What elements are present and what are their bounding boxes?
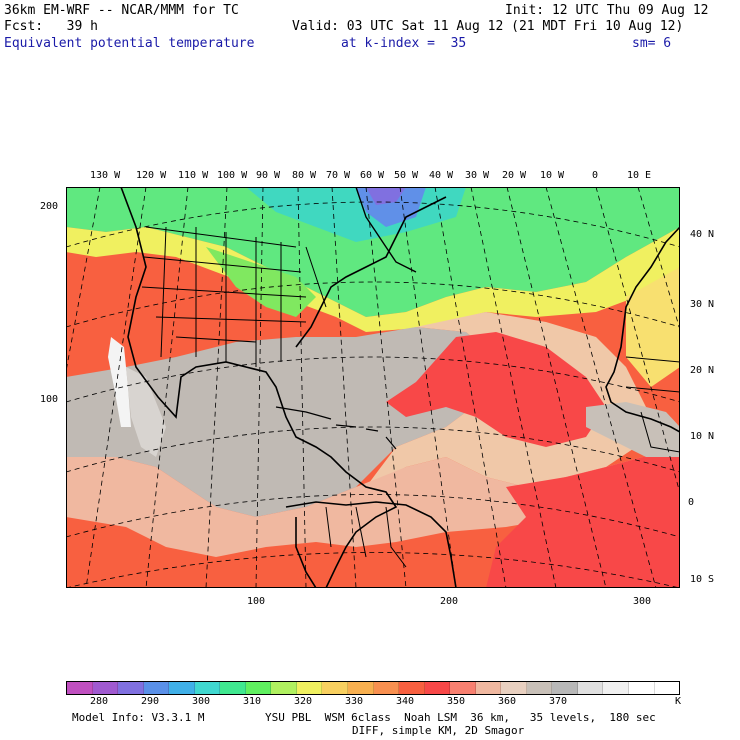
y-grid-label: 100: [40, 394, 59, 405]
colorbar-label: 340: [396, 696, 415, 707]
colorbar-label: 320: [294, 696, 313, 707]
lon-label: 70 W: [326, 170, 351, 181]
color-swatch: [577, 682, 604, 694]
colorbar-label: 360: [498, 696, 517, 707]
lon-label: 50 W: [394, 170, 419, 181]
colorbar-label: 300: [192, 696, 211, 707]
lat-label: 20 N: [690, 365, 715, 376]
lon-label: 130 W: [90, 170, 121, 181]
colorbar-label: 290: [141, 696, 160, 707]
lon-label: 40 W: [429, 170, 454, 181]
lat-label: 30 N: [690, 299, 715, 310]
graticule: [66, 187, 680, 588]
color-swatch: [194, 682, 221, 694]
country-borders-south-america: [325, 506, 407, 568]
field-grey-africa: [586, 402, 680, 457]
lon-label: 60 W: [360, 170, 385, 181]
country-borders-africa: [625, 356, 680, 453]
lon-label: 10 W: [540, 170, 565, 181]
state-borders: [141, 226, 327, 367]
colorbar-unit: K: [675, 696, 682, 707]
valid-time: Valid: 03 UTC Sat 11 Aug 12 (21 MDT Fri …: [292, 19, 684, 34]
color-swatch: [629, 682, 655, 694]
field-cool-north: [66, 187, 680, 317]
color-swatch: [92, 682, 119, 694]
colorbar-label: 350: [447, 696, 466, 707]
lon-label: 100 W: [217, 170, 248, 181]
color-swatch: [169, 682, 195, 694]
field-grey-plume: [126, 367, 166, 457]
coastline-south-america: [285, 501, 457, 588]
field-grey-atlantic: [66, 327, 496, 517]
physics-info: YSU PBL WSM 6class Noah LSM 36 km, 35 le…: [265, 711, 656, 724]
field-green-midwest: [206, 247, 316, 317]
colorbar-label: 310: [243, 696, 262, 707]
field-name: Equivalent potential temperature: [4, 36, 255, 51]
color-swatch: [450, 682, 476, 694]
color-swatch: [271, 682, 297, 694]
lon-label: 20 W: [502, 170, 527, 181]
x-grid-label: 200: [440, 596, 459, 607]
lon-label: 80 W: [292, 170, 317, 181]
color-swatch: [322, 682, 349, 694]
lon-label: 120 W: [136, 170, 167, 181]
forecast-hour: Fcst: 39 h: [4, 19, 98, 34]
color-swatch: [654, 682, 680, 694]
color-swatch: [373, 682, 400, 694]
caribbean-islands: [275, 406, 397, 450]
field-purple-pocket: [366, 187, 406, 205]
color-swatch: [348, 682, 374, 694]
color-swatch: [399, 682, 425, 694]
color-swatch: [424, 682, 451, 694]
field-iberia-yellow: [626, 267, 680, 387]
coastline-greenland: [355, 187, 417, 273]
lat-label: 0: [688, 497, 695, 508]
coastline-north-america: [120, 187, 447, 588]
color-swatch: [526, 682, 553, 694]
level-index: at k-index = 35: [341, 36, 467, 51]
lat-label: 10 N: [690, 431, 715, 442]
color-swatch: [143, 682, 170, 694]
smoothing: sm= 6: [632, 36, 672, 51]
lon-label: 0: [592, 170, 599, 181]
model-info: Model Info: V3.3.1 M: [72, 711, 205, 724]
color-swatch: [501, 682, 527, 694]
lon-label: 30 W: [465, 170, 490, 181]
color-swatch: [475, 682, 502, 694]
color-swatch: [552, 682, 578, 694]
lon-label: 90 W: [256, 170, 281, 181]
color-swatch: [67, 682, 93, 694]
field-white-plume: [108, 337, 131, 427]
color-swatch: [220, 682, 246, 694]
field-red-tongue: [386, 332, 606, 447]
color-scale-bar: [66, 681, 680, 695]
map-frame: [66, 187, 680, 588]
color-swatch: [118, 682, 144, 694]
lat-label: 40 N: [690, 229, 715, 240]
diffusion-info: DIFF, simple KM, 2D Smagor: [352, 724, 525, 737]
coastline-europe-africa: [605, 226, 680, 433]
y-grid-label: 200: [40, 201, 59, 212]
model-title: 36km EM-WRF -- NCAR/MMM for TC: [4, 3, 239, 18]
colorbar-label: 370: [549, 696, 568, 707]
lon-label: 110 W: [178, 170, 209, 181]
theta-e-map: [66, 187, 680, 588]
field-red-south-atlantic: [486, 447, 680, 588]
color-swatch: [603, 682, 630, 694]
color-swatch: [245, 682, 272, 694]
color-swatch: [296, 682, 323, 694]
colorbar-label: 280: [90, 696, 109, 707]
lat-label: 10 S: [690, 574, 715, 585]
init-time: Init: 12 UTC Thu 09 Aug 12: [505, 3, 709, 18]
colorbar-label: 330: [345, 696, 364, 707]
x-grid-label: 100: [247, 596, 266, 607]
lon-label: 10 E: [627, 170, 652, 181]
x-grid-label: 300: [633, 596, 652, 607]
